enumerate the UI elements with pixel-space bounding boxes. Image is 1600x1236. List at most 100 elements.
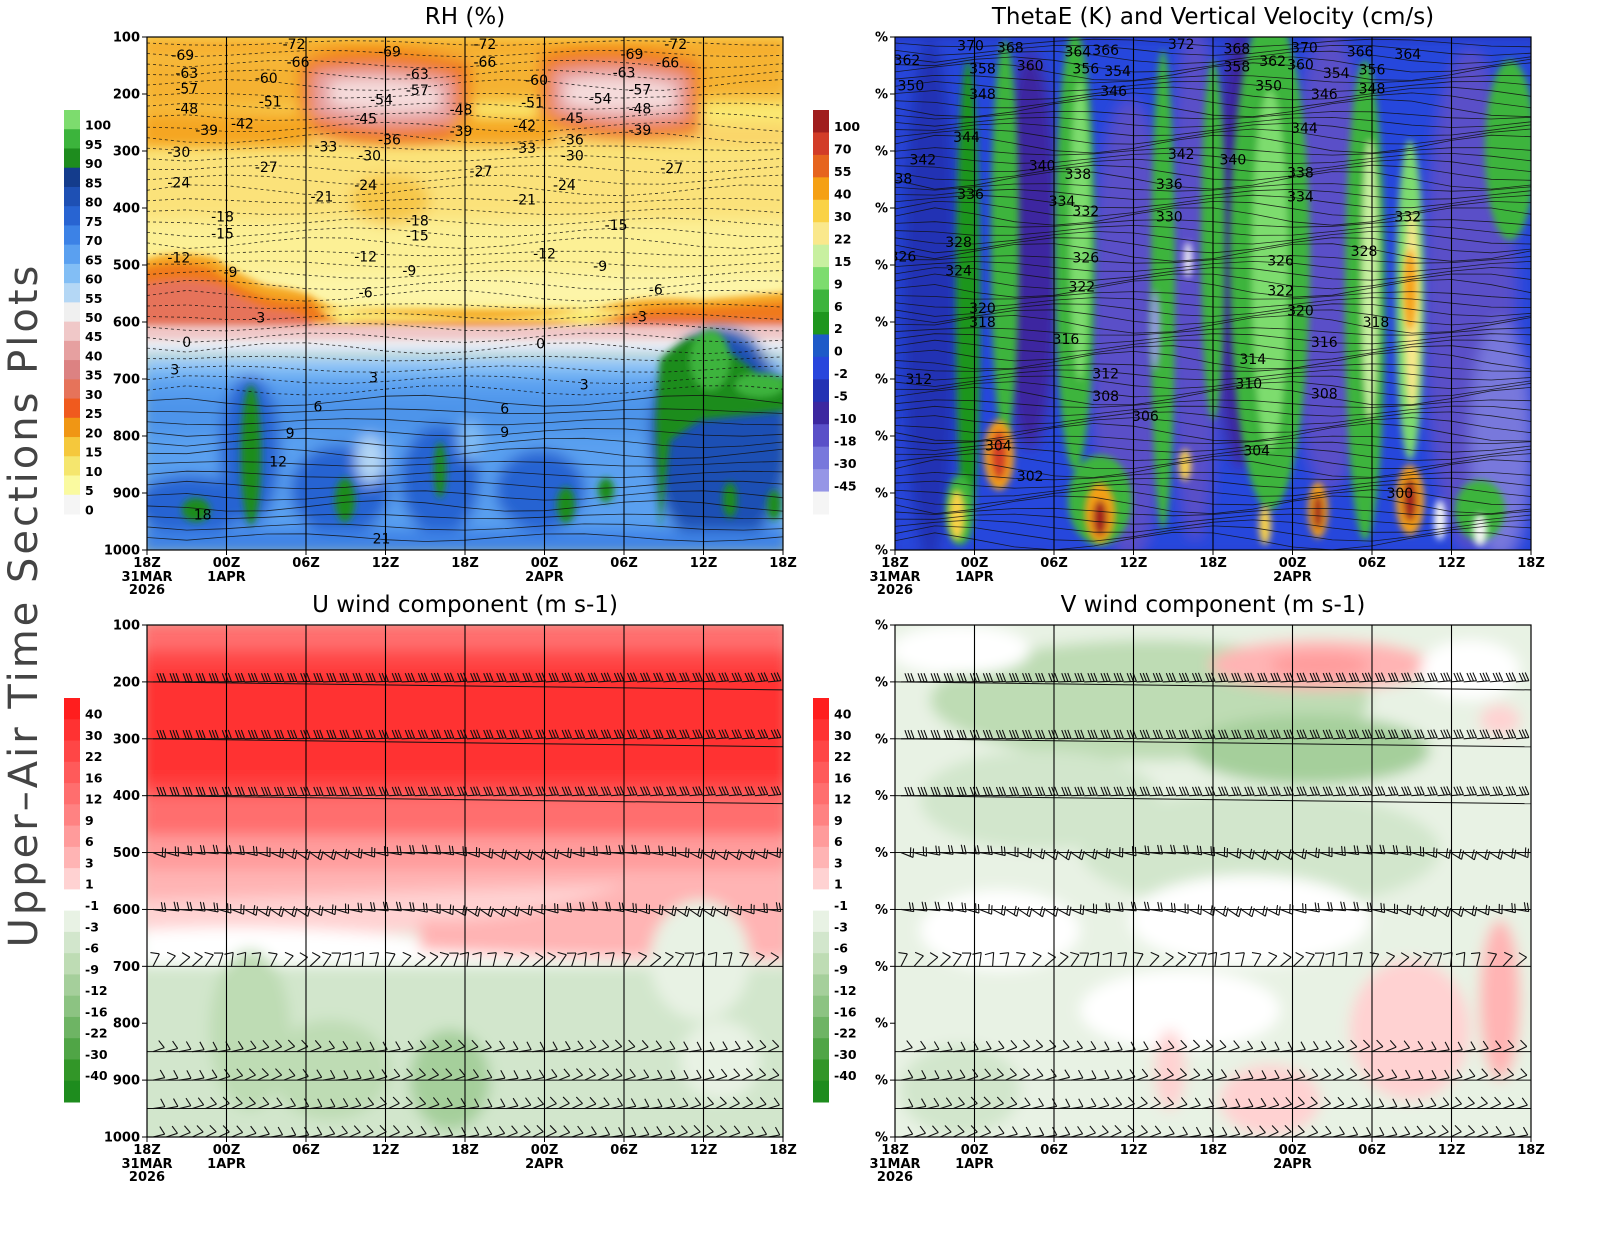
rh-contour-label: -18 (406, 214, 429, 230)
v-barb (1410, 956, 1422, 967)
v-barb-flag (1427, 672, 1432, 682)
v-barb-flag (1414, 672, 1419, 682)
u-barb-flag (557, 951, 567, 956)
v-barb (1175, 1103, 1188, 1110)
thetae-ytick-label: % (875, 259, 888, 274)
u-barb (218, 1075, 231, 1081)
v-barb-flag (1221, 672, 1226, 682)
u-barb-flag (434, 1126, 440, 1135)
v-barb-flag (1407, 729, 1412, 738)
v-barb-flag (1165, 952, 1174, 958)
v-barb (1489, 852, 1502, 860)
u-ytick-label: 600 (113, 903, 140, 918)
v-barb-flag (1453, 786, 1458, 796)
u-barb-flag (577, 729, 583, 739)
u-barb (349, 1104, 361, 1110)
v-barb-flag (947, 1041, 953, 1051)
v-barb-flag (1299, 729, 1304, 739)
u-barb (374, 952, 380, 967)
u-barb-flag (339, 673, 344, 682)
u-barb-flag (710, 848, 714, 858)
u-barb-flag (319, 672, 324, 682)
rh-contour-label: -57 (406, 83, 429, 99)
u-barb-flag (655, 1040, 662, 1049)
u-barb (453, 952, 459, 967)
rh-contour-label: -66 (473, 55, 496, 71)
u-barb (584, 1103, 597, 1110)
v-barb-flag (1239, 849, 1242, 859)
v-barb (1005, 1074, 1017, 1081)
v-barb-flag (1407, 786, 1412, 795)
rh-contour-label: -51 (259, 94, 282, 110)
u-barb-flag (247, 729, 253, 739)
thetae-contour-label: 318 (969, 315, 996, 331)
u-barb-flag (394, 729, 400, 739)
v-barb-flag (1482, 786, 1488, 796)
v-barb-flag (1178, 672, 1184, 682)
v-barb-flag (1419, 905, 1423, 915)
u-colorbar-label: 16 (85, 770, 103, 785)
v-barb-flag (1507, 1039, 1515, 1048)
v-barb-flag (1129, 1069, 1136, 1078)
v-barb-flag (1010, 1096, 1018, 1105)
v-barb-flag (1251, 951, 1261, 955)
u-barb-flag (593, 729, 599, 739)
u-barb-flag (670, 1098, 676, 1107)
thetae-contour-label: 364 (1064, 44, 1091, 60)
u-barb-flag (172, 729, 177, 739)
v-barb-flag (923, 672, 928, 682)
v-barb (1371, 953, 1380, 967)
u-barb (309, 908, 322, 917)
u-barb (414, 1047, 427, 1053)
v-barb (1293, 908, 1307, 914)
v-barb-flag (1498, 729, 1504, 738)
u-barb-flag (358, 786, 363, 796)
u-barb-flag (196, 1125, 204, 1133)
u-barb (218, 1131, 230, 1137)
thetae-contour-label: 332 (1394, 210, 1421, 226)
rh-colorbar-label: 100 (85, 118, 111, 133)
v-barb (1070, 852, 1083, 861)
u-barb (283, 955, 294, 967)
u-barb-flag (459, 1068, 466, 1077)
v-barb-flag (1142, 729, 1148, 739)
u-barb-flag (156, 729, 161, 739)
v-barb (1240, 952, 1245, 967)
u-barb-flag (577, 786, 583, 796)
rh-contour-label: -27 (660, 161, 683, 177)
v-barb-flag (1022, 729, 1027, 739)
thetae-contour-label: 338 (886, 171, 913, 187)
thetae-contour-label: 354 (1323, 66, 1350, 82)
v-barb-flag (1014, 786, 1020, 796)
u-barb-flag (342, 672, 347, 682)
u-barb-flag (538, 1069, 545, 1078)
u-barb-flag (476, 672, 481, 682)
u-barb-flag (499, 786, 504, 796)
v-barb-flag (1173, 903, 1176, 913)
v-barb-flag (1367, 786, 1373, 795)
u-barb-flag (190, 846, 193, 856)
v-barb-flag (1482, 672, 1488, 682)
u-barb-flag (707, 1096, 714, 1105)
v-barb (966, 1131, 978, 1137)
v-barb-flag (1341, 786, 1347, 795)
u-barb (270, 852, 283, 859)
u-barb-flag (645, 786, 651, 795)
u-barb (244, 952, 247, 967)
u-barb (741, 1074, 753, 1081)
thetae-ytick-label: % (875, 487, 888, 502)
v-barb-flag (956, 729, 961, 739)
v-barb-flag (1388, 729, 1393, 739)
u-barb-flag (695, 672, 700, 682)
rh-contour-label: 3 (580, 378, 589, 394)
u-barb-flag (404, 786, 410, 796)
rh-ytick-label: 500 (113, 259, 140, 274)
v-field (895, 625, 1531, 1137)
rh-contour-label: -72 (473, 37, 496, 53)
u-barb-flag (352, 786, 357, 796)
v-barb-flag (946, 729, 951, 739)
u-barb-flag (720, 1068, 728, 1077)
u-barb-flag (631, 1126, 637, 1136)
v-barb-flag (936, 672, 941, 682)
v-barb-flag (1427, 729, 1432, 739)
